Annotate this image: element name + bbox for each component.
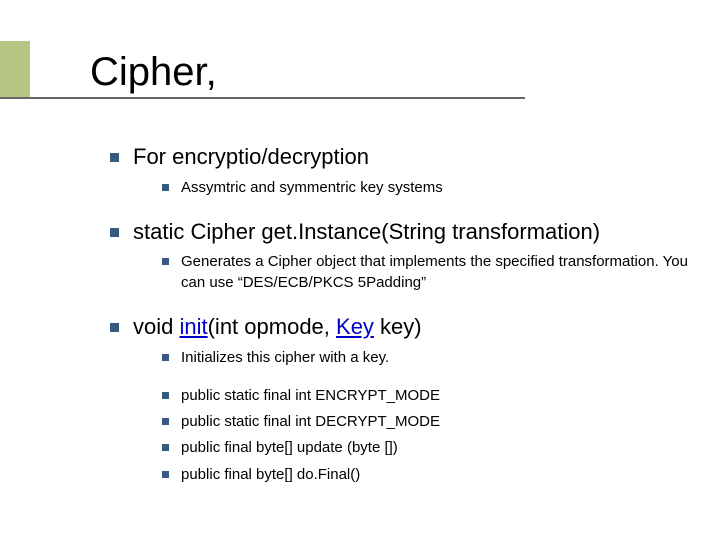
sub-bullet-item: Initializes this cipher with a key. [162, 348, 720, 368]
bullet-item: For encryptio/decryption [110, 143, 720, 172]
sub-bullet-item: public final byte[] do.Final() [162, 465, 720, 485]
square-bullet-icon [162, 258, 169, 265]
title-block: Cipher, [90, 50, 720, 95]
square-bullet-icon [162, 354, 169, 361]
square-bullet-icon [110, 228, 119, 237]
sub-bullet-text: public final byte[] update (byte []) [181, 438, 398, 458]
bullet-text: static Cipher get.Instance(String transf… [133, 218, 600, 247]
sub-bullet-item: public static final int ENCRYPT_MODE [162, 386, 720, 406]
bullet-text: void init(int opmode, Key key) [133, 313, 422, 342]
square-bullet-icon [110, 153, 119, 162]
text-mid: (int opmode, [208, 314, 336, 339]
sub-bullet-item: Assymtric and symmentric key systems [162, 178, 720, 198]
sub-bullet-text: Generates a Cipher object that implement… [181, 252, 701, 293]
sub-bullet-item: public static final int DECRYPT_MODE [162, 412, 720, 432]
square-bullet-icon [162, 444, 169, 451]
slide-title: Cipher, [90, 50, 720, 95]
slide: Cipher, For encryptio/decryption Assymtr… [0, 0, 720, 540]
title-underline [0, 97, 525, 99]
link-init[interactable]: init [179, 314, 207, 339]
sub-bullet-text: public static final int DECRYPT_MODE [181, 412, 440, 432]
bullet-item: void init(int opmode, Key key) [110, 313, 720, 342]
sub-bullet-text: Assymtric and symmentric key systems [181, 178, 443, 198]
square-bullet-icon [162, 184, 169, 191]
square-bullet-icon [162, 392, 169, 399]
sub-bullet-item: Generates a Cipher object that implement… [162, 252, 720, 293]
square-bullet-icon [110, 323, 119, 332]
bullet-text: For encryptio/decryption [133, 143, 369, 172]
text-suffix: key) [374, 314, 422, 339]
bullet-item: static Cipher get.Instance(String transf… [110, 218, 720, 247]
link-key[interactable]: Key [336, 314, 374, 339]
sub-bullet-text: public static final int ENCRYPT_MODE [181, 386, 440, 406]
square-bullet-icon [162, 418, 169, 425]
sub-bullet-item: public final byte[] update (byte []) [162, 438, 720, 458]
sub-bullet-text: Initializes this cipher with a key. [181, 348, 389, 368]
sub-bullet-text: public final byte[] do.Final() [181, 465, 360, 485]
square-bullet-icon [162, 471, 169, 478]
content-area: For encryptio/decryption Assymtric and s… [90, 143, 720, 485]
title-accent-bar [0, 41, 30, 99]
text-prefix: void [133, 314, 179, 339]
